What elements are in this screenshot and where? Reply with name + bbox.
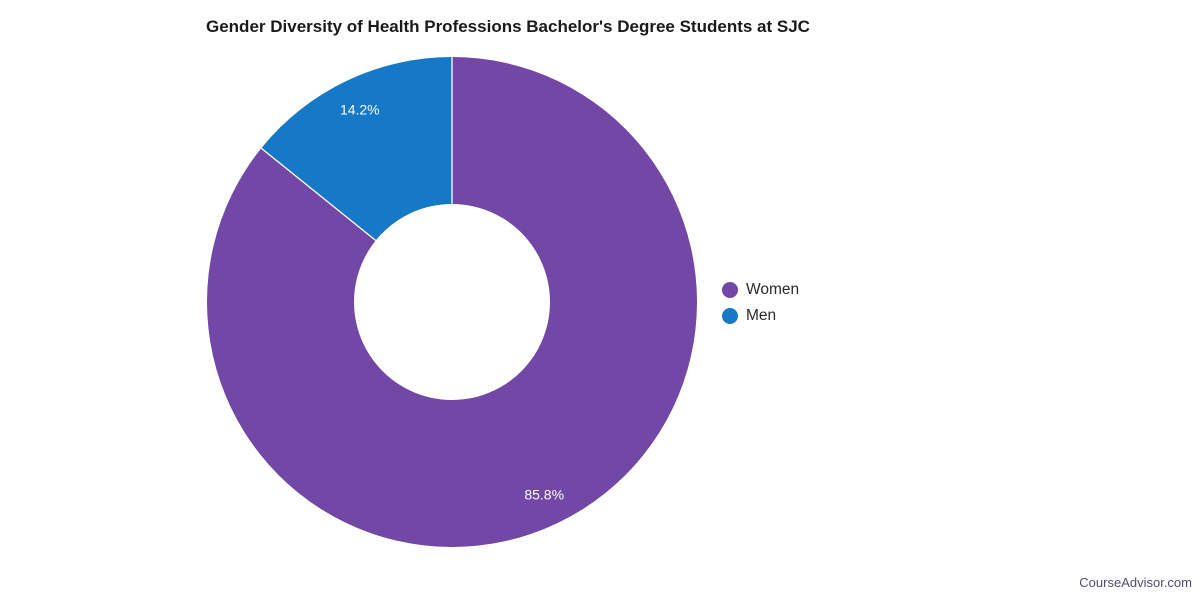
svg-text:85.8%: 85.8%: [524, 487, 564, 503]
svg-text:14.2%: 14.2%: [340, 101, 380, 117]
